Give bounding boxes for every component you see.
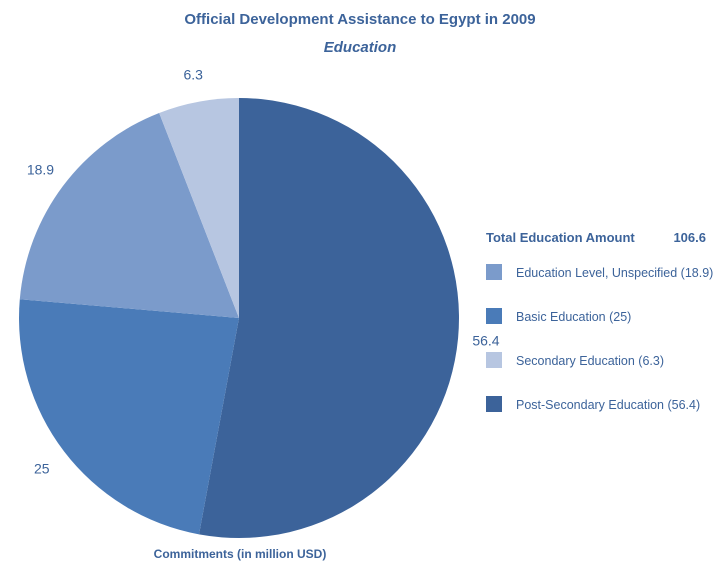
- legend: Education Level, Unspecified (18.9) Basic…: [486, 264, 713, 412]
- legend-swatch: [486, 308, 502, 324]
- chart-subtitle: Education: [324, 39, 397, 56]
- pie-slice-basic-education: [19, 299, 240, 535]
- pie-slices: [19, 98, 460, 539]
- legend-item-secondary-education: Secondary Education (6.3): [486, 352, 664, 368]
- pie-slice-secondary-education: [159, 98, 239, 318]
- legend-swatch: [486, 396, 502, 412]
- legend-label: Basic Education (25): [516, 310, 631, 324]
- slice-label-education-level-unspecified: 18.9: [27, 161, 54, 177]
- slice-label-secondary-education: 6.3: [183, 66, 203, 82]
- units-note: Commitments (in million USD): [154, 547, 327, 561]
- slice-label-basic-education: 25: [34, 460, 50, 476]
- slice-labels: 56.4 25 18.9 6.3: [27, 66, 500, 476]
- legend-swatch: [486, 352, 502, 368]
- legend-item-education-level-unspecified: Education Level, Unspecified (18.9): [486, 264, 713, 280]
- total-label: Total Education Amount: [486, 230, 635, 245]
- legend-label: Post-Secondary Education (56.4): [516, 398, 700, 412]
- total-value: 106.6: [673, 230, 706, 245]
- pie-slice-education-level-unspecified: [19, 112, 239, 318]
- legend-label: Secondary Education (6.3): [516, 354, 664, 368]
- pie-slice-post-secondary-education: [199, 98, 460, 539]
- slice-label-post-secondary-education: 56.4: [472, 333, 499, 349]
- legend-item-post-secondary-education: Post-Secondary Education (56.4): [486, 396, 700, 412]
- legend-item-basic-education: Basic Education (25): [486, 308, 631, 324]
- legend-swatch: [486, 264, 502, 280]
- legend-label: Education Level, Unspecified (18.9): [516, 266, 713, 280]
- chart-title: Official Development Assistance to Egypt…: [184, 11, 535, 28]
